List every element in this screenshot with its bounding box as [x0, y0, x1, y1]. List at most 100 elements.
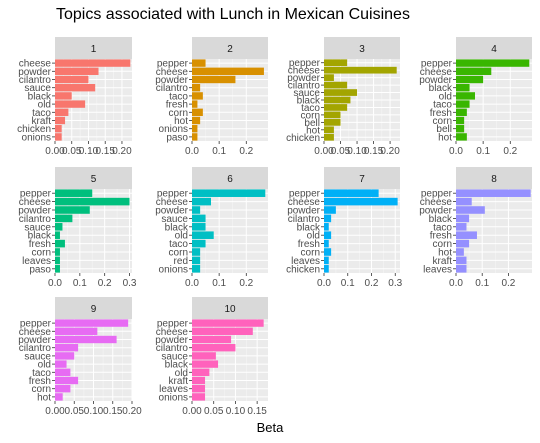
bar-cheese: [192, 327, 253, 335]
y-tick-label: sauce: [24, 83, 51, 94]
bar-cheese: [55, 197, 130, 206]
y-tick-label: kraft: [433, 256, 453, 267]
bar-taco: [192, 239, 206, 248]
facet-panel-9: 9 peppercheesepowdercilantrosauceoldtacof…: [18, 297, 142, 417]
y-tick-label: taco: [32, 368, 51, 379]
y-tick-label: cheese: [420, 197, 453, 208]
y-tick-label: corn: [301, 248, 320, 259]
bar-fresh: [55, 376, 79, 385]
x-tick-label: 0.00: [45, 146, 65, 157]
x-tick-label: 0.05: [62, 146, 82, 157]
bar-fresh: [55, 239, 65, 248]
facet-panel-7: 7 peppercheesepowdercilantroblackoldfresh…: [286, 167, 403, 289]
y-tick-label: red: [174, 256, 188, 267]
bar-black: [324, 96, 351, 104]
y-tick-label: cheese: [19, 327, 52, 338]
bar-kraft: [192, 376, 206, 385]
y-tick-label: black: [28, 231, 52, 242]
bar-leaves: [192, 385, 206, 393]
y-tick-label: powder: [419, 75, 452, 86]
y-tick-label: black: [429, 214, 453, 225]
y-tick-label: kraft: [32, 116, 52, 127]
y-tick-label: cheese: [156, 327, 189, 338]
bar-sauce: [55, 352, 75, 360]
facet-panel-8: 8 peppercheesepowderblacktacofreshcornhot…: [419, 167, 532, 289]
y-tick-label: leaves: [22, 256, 51, 267]
bar-black: [324, 223, 329, 231]
y-tick-label: taco: [169, 239, 188, 250]
x-tick-label: 0.20: [122, 406, 142, 417]
facet-panel-5: 5 peppercheesepowdercilantrosauceblackfre…: [18, 167, 137, 289]
bar-powder: [192, 75, 236, 84]
y-tick-label: cheese: [420, 67, 453, 78]
bar-powder: [55, 67, 99, 75]
bar-corn: [192, 108, 203, 116]
facet-panel-3: 3 peppercheesepowdercilantrosauceblacktac…: [286, 37, 400, 157]
y-tick-label: pepper: [20, 319, 52, 330]
y-tick-label: chicken: [286, 264, 320, 275]
y-tick-label: old: [439, 91, 452, 102]
y-tick-label: hot: [37, 392, 51, 403]
bar-black: [192, 360, 219, 368]
y-tick-label: taco: [32, 108, 51, 119]
bar-cheese: [456, 67, 492, 75]
bar-kraft: [456, 256, 467, 265]
y-tick-label: cilantro: [156, 343, 189, 354]
y-tick-label: leaves: [159, 384, 188, 395]
y-tick-label: powder: [155, 206, 188, 217]
y-tick-label: taco: [433, 100, 452, 111]
y-tick-label: pepper: [157, 59, 189, 70]
y-tick-label: fresh: [430, 231, 452, 242]
bar-old: [192, 368, 210, 376]
bar-taco: [55, 368, 71, 376]
y-tick-label: cheese: [288, 197, 321, 208]
y-tick-label: fresh: [29, 239, 51, 250]
bar-onions: [192, 125, 198, 133]
bar-hot: [55, 393, 63, 401]
y-tick-label: bell: [436, 124, 452, 135]
y-tick-label: powder: [18, 335, 51, 346]
bar-powder: [456, 206, 485, 214]
bar-corn: [324, 248, 332, 256]
bar-powder: [55, 206, 90, 214]
y-tick-label: fresh: [29, 376, 51, 387]
bar-black: [192, 223, 206, 231]
facet-strip-7: [324, 167, 400, 189]
x-tick-label: 0.1: [212, 146, 226, 157]
facet-strip-9: [55, 297, 132, 319]
y-tick-label: bell: [304, 118, 320, 129]
y-tick-label: cilantro: [288, 81, 321, 92]
bar-chicken: [324, 265, 329, 273]
x-axis-label: Beta: [256, 420, 284, 435]
y-tick-label: taco: [301, 103, 320, 114]
y-tick-label: onions: [159, 124, 188, 135]
y-tick-label: powder: [419, 206, 452, 217]
facet-strip-label-7: 7: [359, 174, 365, 185]
y-tick-label: corn: [433, 116, 452, 127]
x-tick-label: 0.2: [239, 146, 253, 157]
y-tick-label: cilantro: [19, 75, 52, 86]
bar-fresh: [456, 231, 477, 239]
x-tick-label: 0.00: [182, 406, 202, 417]
bar-taco: [192, 92, 203, 100]
bar-cheese: [55, 59, 131, 67]
x-tick-label: 0.1: [476, 146, 490, 157]
y-tick-label: powder: [18, 67, 51, 78]
x-tick-label: 0.15: [247, 406, 267, 417]
y-tick-label: powder: [287, 206, 320, 217]
y-tick-label: leaves: [423, 264, 452, 275]
y-tick-label: old: [175, 368, 188, 379]
x-tick-label: 0.2: [365, 278, 379, 289]
y-tick-label: corn: [169, 248, 188, 259]
y-tick-label: cilantro: [19, 214, 52, 225]
facet-panel-10: 10 peppercheesepowdercilantrosauceblackol…: [155, 297, 268, 417]
y-tick-label: old: [307, 231, 320, 242]
bar-black: [456, 214, 470, 223]
bar-onions: [192, 393, 206, 401]
y-tick-label: corn: [32, 248, 51, 259]
bar-corn: [55, 248, 60, 256]
facet-strip-5: [55, 167, 132, 189]
x-tick-label: 0.1: [212, 278, 226, 289]
x-tick-label: 0.05: [65, 406, 85, 417]
facet-panel-1: 1 cheesepowdercilantrosauceblackoldtacokr…: [17, 37, 132, 157]
